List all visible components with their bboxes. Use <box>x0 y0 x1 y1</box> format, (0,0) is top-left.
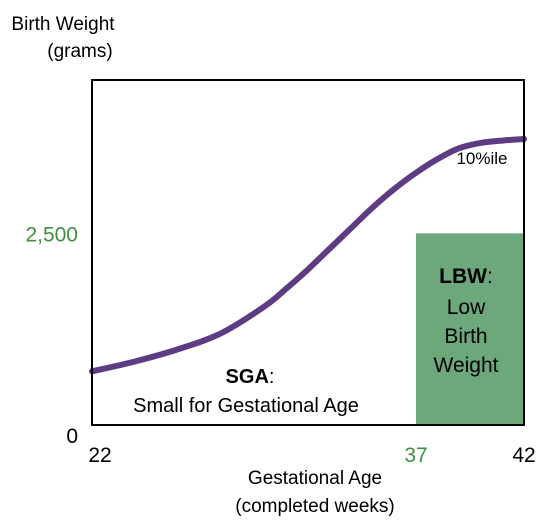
x-tick-label-42: 42 <box>512 444 535 467</box>
sga-annotation-title: SGA: <box>226 366 275 388</box>
sga-colon: : <box>269 366 275 388</box>
y-axis-label-line2: (grams) <box>47 41 112 62</box>
x-axis-label-line1: Gestational Age <box>248 468 382 489</box>
y-axis-label-line1: Birth Weight <box>11 14 115 35</box>
sga-bold: SGA <box>226 366 269 388</box>
lbw-annotation-line2: Birth <box>444 325 487 348</box>
series-label-10pctile: 10%ile <box>456 149 507 168</box>
lbw-annotation-title: LBW: <box>439 265 493 288</box>
y-tick-label-2500: 2,500 <box>25 223 78 246</box>
lbw-annotation-line3: Weight <box>434 354 499 377</box>
x-axis-label-line2: (completed weeks) <box>235 496 394 517</box>
sga-annotation-text: Small for Gestational Age <box>133 395 359 417</box>
lbw-bold: LBW <box>439 265 487 288</box>
lbw-region <box>416 233 524 425</box>
plot-frame <box>91 79 525 426</box>
y-tick-label-0: 0 <box>66 425 78 448</box>
x-tick-label-22: 22 <box>88 444 111 467</box>
lbw-colon: : <box>487 265 493 288</box>
series-10pctile-line <box>89 136 527 375</box>
x-tick-label-37: 37 <box>404 444 427 467</box>
lbw-annotation-line1: Low <box>447 296 486 319</box>
